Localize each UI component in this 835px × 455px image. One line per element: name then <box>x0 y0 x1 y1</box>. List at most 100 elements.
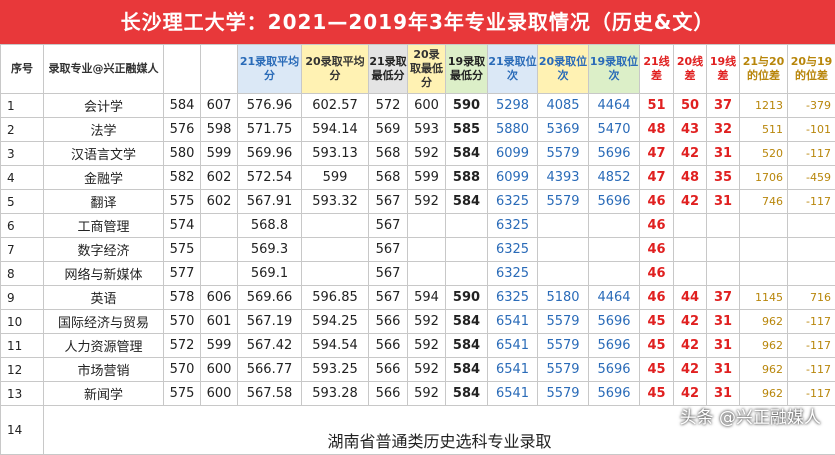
cell-min21: 567 <box>369 262 408 286</box>
cell-diff21: 51 <box>640 94 674 118</box>
cell-avg20 <box>302 262 369 286</box>
cell-c2: 599 <box>201 334 238 358</box>
cell-avg21: 567.42 <box>238 334 302 358</box>
cell-d2019: -117 <box>788 382 835 406</box>
header-blank-2 <box>201 45 238 94</box>
cell-diff20: 43 <box>674 118 707 142</box>
cell-major: 国际经济与贸易 <box>44 310 164 334</box>
cell-rank19: 5696 <box>589 334 640 358</box>
cell-min19: 588 <box>446 166 488 190</box>
cell-c1: 576 <box>164 118 201 142</box>
cell-major: 网络与新媒体 <box>44 262 164 286</box>
cell-min20 <box>408 214 446 238</box>
cell-diff21: 46 <box>640 190 674 214</box>
cell-c2: 599 <box>201 142 238 166</box>
cell-min20: 592 <box>408 310 446 334</box>
cell-d2019: -379 <box>788 94 835 118</box>
cell-rank20: 4393 <box>538 166 589 190</box>
cell-rank20: 5369 <box>538 118 589 142</box>
cell-diff21: 46 <box>640 214 674 238</box>
cell-major: 会计学 <box>44 94 164 118</box>
cell-rank20: 5579 <box>538 358 589 382</box>
cell-rank20: 5579 <box>538 142 589 166</box>
cell-min20 <box>408 262 446 286</box>
cell-seq: 10 <box>1 310 44 334</box>
cell-min20: 592 <box>408 142 446 166</box>
cell-avg21: 567.19 <box>238 310 302 334</box>
cell-min20: 600 <box>408 94 446 118</box>
cell-avg21: 567.91 <box>238 190 302 214</box>
header-avg20: 20录取平均分 <box>302 45 369 94</box>
cell-c2: 600 <box>201 358 238 382</box>
cell-rank19: 5696 <box>589 358 640 382</box>
cell-d2019 <box>788 262 835 286</box>
cell-diff20 <box>674 262 707 286</box>
cell-diff20: 42 <box>674 310 707 334</box>
cell-d2120: 746 <box>740 190 788 214</box>
cell-rank20 <box>538 238 589 262</box>
cell-rank19 <box>589 214 640 238</box>
cell-avg20: 594.14 <box>302 118 369 142</box>
cell-diff21: 46 <box>640 286 674 310</box>
cell-d2120: 511 <box>740 118 788 142</box>
cell-rank21: 6541 <box>488 334 538 358</box>
cell-seq: 3 <box>1 142 44 166</box>
header-d2019: 20与19的位差 <box>788 45 835 94</box>
cell-avg21: 571.75 <box>238 118 302 142</box>
cell-rank19: 5696 <box>589 382 640 406</box>
cell-diff19: 31 <box>707 142 740 166</box>
cell-c2 <box>201 262 238 286</box>
cell-seq: 1 <box>1 94 44 118</box>
cell-c1: 570 <box>164 310 201 334</box>
cell-rank21: 6325 <box>488 214 538 238</box>
cell-rank19: 5470 <box>589 118 640 142</box>
cell-diff20: 42 <box>674 334 707 358</box>
cell-rank21: 5298 <box>488 94 538 118</box>
cell-c1: 575 <box>164 238 201 262</box>
cell-d2019: -117 <box>788 334 835 358</box>
cell-diff21: 45 <box>640 310 674 334</box>
cell-diff19: 31 <box>707 334 740 358</box>
cell-d2019 <box>788 214 835 238</box>
cell-avg21: 569.1 <box>238 262 302 286</box>
cell-avg20: 602.57 <box>302 94 369 118</box>
cell-c1: 575 <box>164 382 201 406</box>
cell-rank19 <box>589 238 640 262</box>
cell-diff19: 31 <box>707 382 740 406</box>
cell-avg20: 593.25 <box>302 358 369 382</box>
cell-min19 <box>446 238 488 262</box>
cell-diff19 <box>707 238 740 262</box>
cell-c2: 607 <box>201 94 238 118</box>
cell-rank21: 6541 <box>488 382 538 406</box>
cell-rank21: 6099 <box>488 166 538 190</box>
cell-seq: 6 <box>1 214 44 238</box>
cell-seq: 5 <box>1 190 44 214</box>
cell-seq: 4 <box>1 166 44 190</box>
cell-min19: 584 <box>446 358 488 382</box>
cell-min19: 584 <box>446 382 488 406</box>
cell-avg21: 566.77 <box>238 358 302 382</box>
cell-avg21: 569.3 <box>238 238 302 262</box>
cell-diff21: 46 <box>640 262 674 286</box>
cell-d2120: 1706 <box>740 166 788 190</box>
cell-seq: 12 <box>1 358 44 382</box>
cell-major: 汉语言文学 <box>44 142 164 166</box>
cell-seq: 2 <box>1 118 44 142</box>
cell-seq: 11 <box>1 334 44 358</box>
cell-rank20: 5579 <box>538 190 589 214</box>
cell-c1: 580 <box>164 142 201 166</box>
cell-min19: 584 <box>446 334 488 358</box>
cell-rank19: 4464 <box>589 286 640 310</box>
header-rank20: 20录取位次 <box>538 45 589 94</box>
cell-min21: 567 <box>369 286 408 310</box>
cell-d2019 <box>788 238 835 262</box>
cell-avg21: 568.8 <box>238 214 302 238</box>
cell-rank21: 6325 <box>488 262 538 286</box>
header-row: 序号 录取专业@兴正融媒人 21录取平均分 20录取平均分 21录取最低分 20… <box>1 45 835 94</box>
cell-diff20 <box>674 214 707 238</box>
cell-d2019: 716 <box>788 286 835 310</box>
